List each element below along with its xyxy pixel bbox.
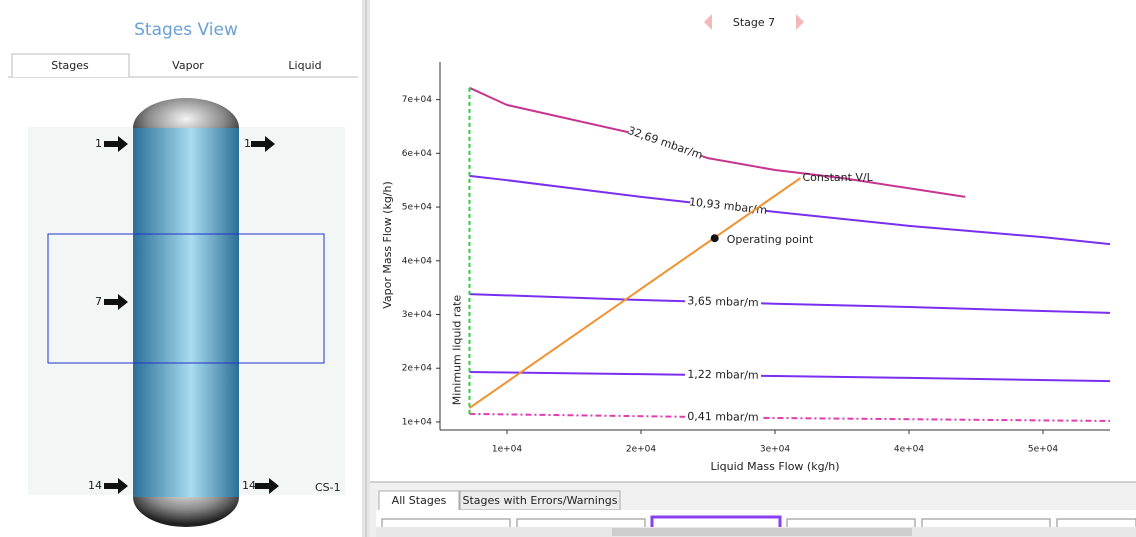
series-line [469,414,1110,421]
feed-label: 7 [95,295,102,308]
x-tick-label: 3e+04 [760,445,791,455]
x-tick-label: 1e+04 [492,445,523,455]
y-tick-label: 7e+04 [402,95,433,105]
y-tick-label: 4e+04 [402,256,433,266]
app-window: Stages View Stages Vapor Liquid 1 7 14 1… [0,0,1136,537]
y-tick-label: 2e+04 [402,364,433,374]
panel-title: Stages View [134,20,238,40]
feed-label: 1 [95,137,102,150]
column-body[interactable] [133,128,239,497]
x-tick-label: 2e+04 [626,445,657,455]
feed-label: 14 [242,479,256,492]
tab[interactable]: All Stages [392,494,447,507]
curve-label: 3,65 mbar/m [687,294,759,309]
tab[interactable]: Stages with Errors/Warnings [462,494,617,507]
tab[interactable]: Liquid [288,59,321,72]
curve-label: 0,41 mbar/m [687,410,759,424]
feed-label: 1 [244,137,251,150]
stage-label: Stage 7 [733,16,775,29]
y-axis-label: Vapor Mass Flow (kg/h) [381,181,394,309]
prev-stage[interactable] [704,14,712,30]
feed-label: 14 [88,479,102,492]
y-tick-label: 3e+04 [402,310,433,320]
operating-point [711,234,719,242]
curve-label: 32,69 mbar/m [626,124,704,162]
x-tick-label: 5e+04 [1028,445,1059,455]
series-line [469,372,1110,381]
point-label: Operating point [727,233,814,246]
series-line [469,294,1110,313]
curve-label: Minimum liquid rate [450,295,463,406]
next-stage[interactable] [796,14,804,30]
tab[interactable]: Stages [51,59,89,72]
y-tick-label: 6e+04 [402,149,433,159]
curve-label: 10,93 mbar/m [688,195,767,217]
x-tick-label: 4e+04 [894,445,925,455]
curve-label: Constant V/L [802,171,873,184]
column-name: CS-1 [315,481,341,494]
curve-label: 1,22 mbar/m [687,368,759,382]
scroll-thumb[interactable] [612,528,912,536]
series-line [469,88,965,197]
y-tick-label: 1e+04 [402,417,433,427]
y-tick-label: 5e+04 [402,203,433,213]
x-axis-label: Liquid Mass Flow (kg/h) [710,460,839,473]
chart: 1e+04 2e+04 3e+04 4e+04 5e+04 1e+04 2e+04 3e+04… [381,62,1110,473]
tab[interactable]: Vapor [172,59,204,72]
